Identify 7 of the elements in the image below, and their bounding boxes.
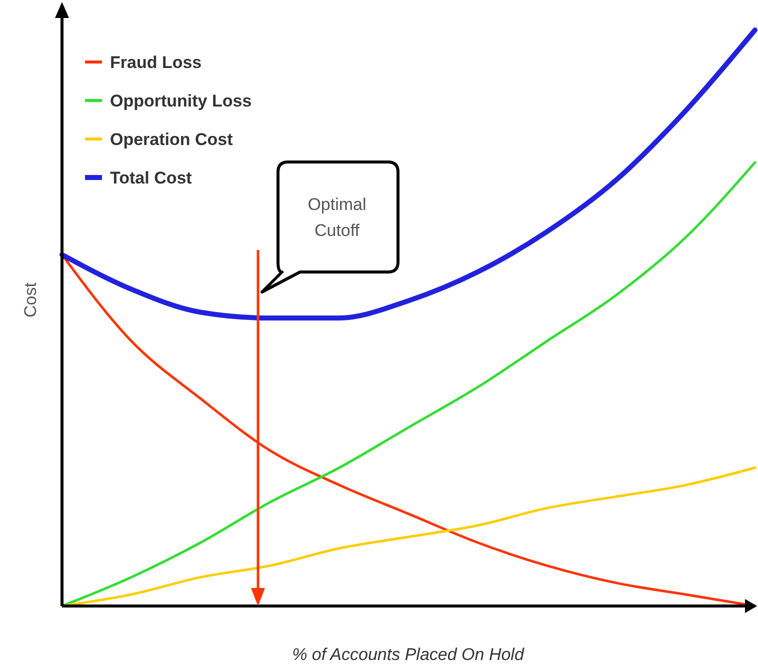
- y-axis-title: Cost: [21, 282, 40, 318]
- x-axis-title: % of Accounts Placed On Hold: [292, 645, 524, 664]
- annotation: Optimal Cutoff: [308, 195, 366, 240]
- legend-label: Opportunity Loss: [110, 92, 252, 110]
- legend-label: Total Cost: [110, 168, 192, 188]
- legend-label: Fraud Loss: [110, 53, 202, 72]
- legend-label: Operation Cost: [110, 130, 234, 149]
